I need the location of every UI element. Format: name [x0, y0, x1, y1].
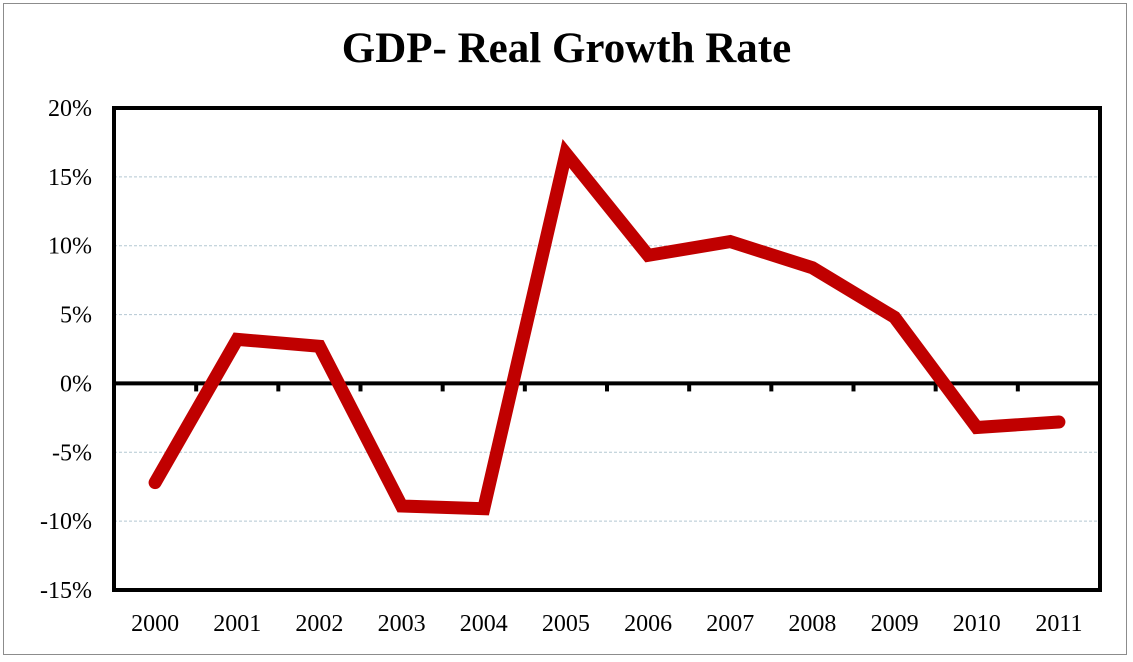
y-tick-label: 5% [60, 303, 92, 329]
axes [114, 381, 1100, 392]
chart-frame [3, 3, 1127, 655]
y-tick-label: -5% [52, 440, 92, 466]
y-tick-label: -10% [40, 509, 92, 535]
x-tick-label: 2003 [378, 611, 426, 637]
plot-area [112, 106, 1102, 592]
y-tick-label: -15% [40, 578, 92, 604]
x-tick-label: 2000 [131, 611, 179, 637]
gridlines [114, 176, 1100, 522]
x-tick-label: 2002 [295, 611, 343, 637]
tick-labels: 20% 15% 10% 5% 0% -5% -10% -15% 2000 2001 2002 2003… [40, 96, 1082, 637]
y-tick-label: 10% [48, 234, 92, 260]
x-tick-label: 2001 [213, 611, 261, 637]
x-tick-label: 2004 [460, 611, 508, 637]
x-tick-label: 2010 [953, 611, 1001, 637]
y-tick-label: 0% [60, 371, 92, 397]
x-tick-label: 2008 [788, 611, 836, 637]
x-tick-label: 2005 [542, 611, 590, 637]
series-layer [148, 138, 1066, 516]
y-tick-label: 20% [48, 96, 92, 122]
x-tick-label: 2011 [1035, 611, 1082, 637]
x-tick-label: 2007 [706, 611, 754, 637]
x-tick-label: 2009 [871, 611, 919, 637]
series-line [148, 138, 1066, 516]
x-tick-label: 2006 [624, 611, 672, 637]
y-tick-label: 15% [48, 165, 92, 191]
chart-title: GDP- Real Growth Rate [341, 25, 792, 72]
